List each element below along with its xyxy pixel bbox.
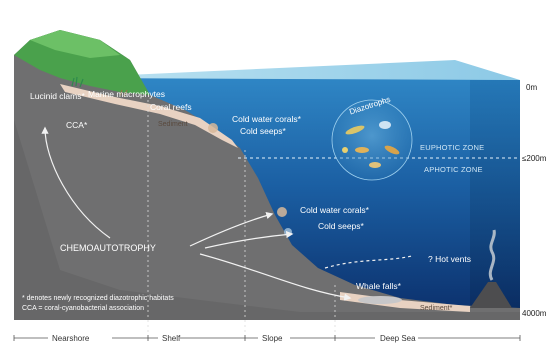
label-cold-seeps-2: Cold seeps* (318, 221, 365, 231)
cold-coral-marker-2 (277, 207, 287, 217)
label-whale-falls: Whale falls* (356, 281, 402, 291)
depth-200m: ≤200m (522, 154, 547, 163)
region-deep-sea: Deep Sea (380, 334, 416, 343)
label-lucinid: Lucinid clams* (30, 91, 85, 101)
label-macrophytes: Marine macrophytes (88, 89, 165, 99)
region-nearshore: Nearshore (52, 334, 90, 343)
macrophyte-cluster (71, 76, 128, 98)
label-cold-corals-2: Cold water corals* (300, 205, 370, 215)
diazotroph-cells (342, 121, 400, 168)
diazotroph-bubble (331, 99, 413, 181)
label-sediment-shelf: Sediment (158, 121, 188, 128)
label-euphotic-zone: EUPHOTIC ZONE (420, 143, 484, 152)
footnote-1: * denotes newly recognized diazotrophic … (22, 295, 174, 302)
hot-vent-volcano (470, 282, 512, 308)
label-aphotic-zone: APHOTIC ZONE (424, 165, 483, 174)
depth-4000m: 4000m (522, 309, 547, 318)
label-cold-corals-1: Cold water corals* (232, 114, 302, 124)
land-highlight (30, 30, 120, 58)
seafloor-shade (14, 120, 520, 320)
label-cca: CCA* (66, 120, 88, 130)
label-sediment-deep: Sediment* (420, 305, 453, 312)
whale-fall (358, 296, 402, 304)
label-coral-reefs: Coral reefs (150, 102, 192, 112)
footnote-2: CCA = coral-cyanobacterial association (22, 305, 144, 312)
region-axis (13, 335, 521, 341)
region-slope: Slope (262, 334, 283, 343)
region-dividers (147, 100, 336, 338)
ocean-side-face (470, 80, 520, 318)
chemoautotrophy-arrows (41, 126, 352, 301)
shelf-sediment (60, 84, 238, 148)
label-chemoautotrophy: CHEMOAUTOTROPHY (60, 243, 156, 253)
cold-coral-marker-1 (208, 123, 218, 133)
depth-0m: 0m (526, 83, 537, 92)
hot-vent-link (324, 255, 413, 269)
label-cold-seeps-1: Cold seeps* (240, 126, 287, 136)
label-hot-vents: ? Hot vents (428, 254, 471, 264)
hot-vent-plume (488, 229, 496, 281)
region-shelf: Shelf (162, 334, 181, 343)
